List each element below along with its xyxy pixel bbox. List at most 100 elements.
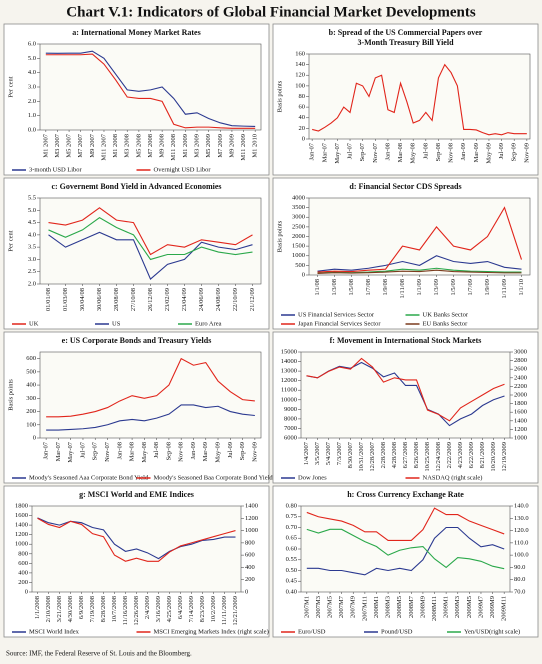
x-tick-label: 30/04/08 (79, 288, 86, 311)
x-tick-label: Jan-09 (460, 143, 467, 160)
y2-tick-label: 2200 (514, 383, 527, 390)
plot-area (39, 43, 262, 131)
panel-title: f: Movement in International Stock Marke… (330, 336, 482, 345)
x-tick-label: 2007M5 (327, 596, 334, 618)
legend-label: Moody's Seasoned Aaa Corporate Bond Yiel… (29, 474, 149, 481)
x-tick-label: 6/22/2009 (468, 442, 475, 468)
legend-label: MSCI World Index (29, 628, 80, 635)
panel-title: c: Governemt Bond Yield in Advanced Econ… (51, 182, 221, 191)
y-tick-label: 100 (26, 421, 36, 428)
x-tick-label: 2007M3 (315, 596, 322, 618)
y-tick-label: 600 (26, 355, 36, 362)
y2-tick-label: 1200 (245, 515, 258, 522)
y-tick-label: 7000 (284, 425, 297, 432)
x-tick-label: Jul-09 (227, 442, 234, 458)
x-tick-label: Sep-07 (92, 441, 99, 460)
legend-label: 3-month USD Libor (29, 166, 83, 173)
y-tick-label: 3.0 (28, 83, 36, 90)
y2-tick-label: 110.0 (514, 539, 528, 546)
x-tick-label: 10/25/2008 (424, 442, 431, 472)
series-line (306, 528, 505, 570)
y2-tick-label: 100.0 (514, 552, 529, 559)
x-tick-label: M7 2008 (147, 134, 154, 158)
plot-area (308, 53, 531, 140)
x-tick-label: 12/19/2009 (501, 442, 508, 472)
y2-tick-label: 120.0 (514, 527, 529, 534)
x-tick-label: 12/28/2007 (369, 441, 376, 471)
y-tick-label: 400 (26, 382, 36, 389)
x-tick-label: M1 2010 (252, 134, 259, 158)
x-tick-label: 1/7/09 (467, 279, 474, 296)
x-tick-label: 1/9/09 (484, 279, 491, 296)
y-tick-label: 5.5 (28, 194, 36, 201)
y-tick-label: 2.5 (28, 268, 36, 275)
x-tick-label: M7 2007 (77, 133, 84, 157)
x-tick-label: Mar-07 (321, 142, 328, 162)
y2-tick-label: 80.0 (514, 576, 525, 583)
series-line (306, 361, 505, 427)
x-tick-label: Nov-08 (448, 143, 455, 163)
legend-label: Pound/USD (381, 628, 413, 635)
x-tick-label: 8/26/2008 (413, 442, 420, 468)
y-tick-label: 5.0 (28, 55, 36, 62)
y2-tick-label: 1400 (245, 502, 258, 509)
y-tick-label: 200 (18, 579, 28, 586)
y2-tick-label: 200 (245, 576, 255, 583)
y2-tick-label: 2600 (514, 366, 527, 373)
legend-label: Dow Jones (298, 474, 327, 481)
y-tick-label: 0.50 (286, 567, 297, 574)
x-tick-label: Mar-07 (55, 441, 62, 461)
y-tick-label: 1600 (15, 512, 28, 519)
y-tick-label: 1200 (15, 531, 28, 538)
x-tick-label: 01/03/08 (62, 288, 69, 311)
x-tick-label: M3 2007 (54, 133, 61, 157)
x-tick-label: 2007M7 (338, 595, 345, 618)
y-tick-label: 2.0 (28, 98, 36, 105)
x-tick-label: May-07 (334, 142, 341, 163)
x-tick-label: 3/21/2008 (56, 596, 63, 622)
series-line (46, 404, 255, 431)
y-axis-label: Basis points (276, 80, 283, 112)
y-tick-label: 500 (295, 262, 305, 269)
y-tick-label: 1.0 (28, 112, 36, 119)
legend-label: Euro/USD (298, 628, 326, 635)
x-tick-label: 01/01/08 (45, 288, 52, 311)
page-title: Chart V.1: Indicators of Global Financia… (66, 4, 476, 20)
x-tick-label: 2009M11 (501, 596, 508, 621)
x-tick-label: 30/06/08 (96, 288, 103, 311)
y-tick-label: 5.0 (28, 207, 36, 214)
x-tick-label: 23/02/09 (164, 288, 171, 311)
x-tick-label: 2008M9 (419, 596, 426, 618)
y-tick-label: 8000 (284, 415, 297, 422)
y-tick-label: 1800 (15, 502, 28, 509)
legend-label: US (112, 320, 121, 327)
x-tick-label: 6/4/2009 (177, 596, 184, 619)
series-line (317, 269, 522, 275)
y-tick-label: 0 (33, 434, 36, 441)
x-tick-label: 11/16/2008 (122, 596, 129, 625)
y2-tick-label: 600 (245, 552, 255, 559)
x-tick-label: May-07 (67, 441, 74, 462)
x-tick-label: Mar-09 (473, 143, 480, 162)
legend-label: NASDAQ (right scale) (423, 474, 483, 481)
y-tick-label: 1000 (292, 252, 305, 259)
x-tick-label: M7 2009 (217, 134, 224, 158)
y-tick-label: 0.60 (286, 545, 297, 552)
x-tick-label: 2009M1 (443, 596, 450, 618)
series-line (46, 357, 255, 418)
x-tick-label: Jul-09 (498, 143, 505, 159)
y2-tick-label: 1000 (245, 527, 258, 534)
y-tick-label: 20 (299, 125, 306, 132)
y-tick-label: 600 (18, 560, 28, 567)
x-tick-label: Sep-08 (435, 143, 442, 161)
x-tick-label: Nov-07 (104, 441, 111, 462)
y-tick-label: 6.0 (28, 40, 36, 47)
x-tick-label: 24/08/09 (215, 288, 222, 311)
y-tick-label: 1500 (292, 243, 305, 250)
x-tick-label: 2/4/2009 (144, 596, 151, 619)
y2-tick-label: 1600 (514, 409, 527, 416)
y-tick-label: 14000 (281, 358, 297, 365)
x-tick-label: Sep-09 (239, 442, 246, 460)
x-tick-label: 2/22/2009 (446, 442, 453, 468)
y-tick-label: 0.40 (286, 588, 297, 595)
